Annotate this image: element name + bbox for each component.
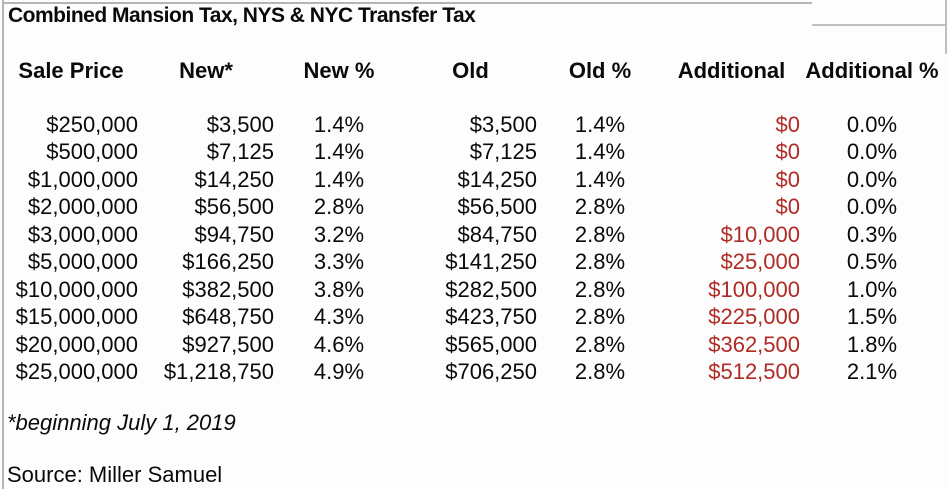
cell-additional_pct: 1.8% — [846, 331, 898, 357]
cell-new_pct: 1.4% — [313, 139, 365, 165]
cell-old_pct: 2.8% — [574, 221, 626, 247]
cell-new_amount: $7,125 — [206, 139, 274, 165]
cell-additional_pct: 1.0% — [846, 276, 898, 302]
cell-new_amount: $648,750 — [182, 304, 274, 330]
table-row: $500,000 $7,125 1.4% $7,125 1.4% $0 0.0% — [4, 139, 944, 167]
column-header-sale_price: Sale Price — [18, 57, 124, 83]
cell-sale_price: $250,000 — [46, 111, 138, 137]
cell-new_pct: 3.2% — [313, 221, 365, 247]
cell-sale_price: $1,000,000 — [27, 166, 138, 192]
cell-additional_pct: 2.1% — [846, 359, 898, 385]
table-row: $1,000,000 $14,250 1.4% $14,250 1.4% $0 0.0% — [4, 166, 944, 194]
cell-old_amount: $282,500 — [445, 276, 537, 302]
cell-additional_pct: 0.3% — [846, 221, 898, 247]
table-row: $25,000,000 $1,218,750 4.9% $706,250 2.8% $51… — [4, 359, 944, 387]
cell-additional_amount: $0 — [775, 111, 800, 137]
cell-old_pct: 1.4% — [574, 111, 626, 137]
cell-old_amount: $565,000 — [445, 331, 537, 357]
source-attribution: Source: Miller Samuel — [7, 462, 223, 487]
gridline-corner-vertical — [945, 0, 947, 54]
cell-sale_price: $5,000,000 — [27, 249, 138, 275]
cell-old_pct: 2.8% — [574, 194, 626, 220]
cell-old_amount: $423,750 — [445, 304, 537, 330]
cell-old_pct: 2.8% — [574, 331, 626, 357]
cell-new_pct: 1.4% — [313, 111, 365, 137]
header-row: Sale Price New* New % Old Old % Additional Add… — [4, 57, 944, 84]
cell-new_amount: $382,500 — [182, 276, 274, 302]
cell-sale_price: $2,000,000 — [27, 194, 138, 220]
cell-old_pct: 2.8% — [574, 359, 626, 385]
cell-additional_amount: $0 — [775, 139, 800, 165]
cell-additional_pct: 1.5% — [846, 304, 898, 330]
cell-old_pct: 2.8% — [574, 249, 626, 275]
cell-additional_amount: $0 — [775, 194, 800, 220]
column-header-new_amount: New* — [179, 57, 233, 83]
gridline-corner-horizontal — [812, 24, 946, 26]
cell-additional_pct: 0.0% — [846, 166, 898, 192]
column-header-old_amount: Old — [452, 57, 489, 83]
cell-new_amount: $1,218,750 — [163, 359, 274, 385]
cell-old_pct: 2.8% — [574, 276, 626, 302]
cell-sale_price: $15,000,000 — [15, 304, 138, 330]
table-title: Combined Mansion Tax, NYS & NYC Transfer… — [8, 4, 476, 27]
cell-additional_pct: 0.0% — [846, 194, 898, 220]
column-header-additional_amount: Additional — [677, 57, 786, 83]
cell-new_amount: $3,500 — [206, 111, 274, 137]
footnote: *beginning July 1, 2019 — [7, 410, 236, 435]
cell-new_pct: 2.8% — [313, 194, 365, 220]
table-row: $2,000,000 $56,500 2.8% $56,500 2.8% $0 0.0% — [4, 194, 944, 222]
spacer-row — [4, 84, 944, 111]
cell-old_amount: $3,500 — [469, 111, 537, 137]
cell-old_pct: 1.4% — [574, 166, 626, 192]
cell-additional_amount: $225,000 — [708, 304, 800, 330]
cell-new_pct: 3.3% — [313, 249, 365, 275]
table-row: $20,000,000 $927,500 4.6% $565,000 2.8% $362,… — [4, 331, 944, 359]
table-row: $5,000,000 $166,250 3.3% $141,250 2.8% $25,00… — [4, 249, 944, 277]
cell-new_amount: $166,250 — [182, 249, 274, 275]
cell-old_amount: $141,250 — [445, 249, 537, 275]
cell-additional_pct: 0.5% — [846, 249, 898, 275]
cell-additional_amount: $512,500 — [708, 359, 800, 385]
cell-additional_pct: 0.0% — [846, 111, 898, 137]
column-header-new_pct: New % — [303, 57, 375, 83]
cell-sale_price: $500,000 — [46, 139, 138, 165]
table-row: $3,000,000 $94,750 3.2% $84,750 2.8% $10,000 0… — [4, 221, 944, 249]
tax-table: Sale Price New* New % Old Old % Additional Add… — [4, 57, 944, 386]
cell-new_amount: $56,500 — [194, 194, 274, 220]
cell-old_amount: $706,250 — [445, 359, 537, 385]
cell-new_amount: $14,250 — [194, 166, 274, 192]
cell-new_pct: 1.4% — [313, 166, 365, 192]
table-row: $10,000,000 $382,500 3.8% $282,500 2.8% $100,… — [4, 276, 944, 304]
table-row: $15,000,000 $648,750 4.3% $423,750 2.8% $225,… — [4, 304, 944, 332]
cell-additional_pct: 0.0% — [846, 139, 898, 165]
cell-sale_price: $25,000,000 — [15, 359, 138, 385]
cell-sale_price: $10,000,000 — [15, 276, 138, 302]
column-header-additional_pct: Additional % — [805, 57, 939, 83]
cell-additional_amount: $25,000 — [720, 249, 800, 275]
cell-old_amount: $7,125 — [469, 139, 537, 165]
cell-new_pct: 4.9% — [313, 359, 365, 385]
column-header-old_pct: Old % — [568, 57, 632, 83]
cell-new_pct: 4.6% — [313, 331, 365, 357]
cell-sale_price: $20,000,000 — [15, 331, 138, 357]
gridline-top — [2, 2, 812, 4]
gridline-left — [2, 0, 4, 489]
cell-new_amount: $94,750 — [194, 221, 274, 247]
cell-new_pct: 4.3% — [313, 304, 365, 330]
cell-old_amount: $56,500 — [457, 194, 537, 220]
cell-old_pct: 2.8% — [574, 304, 626, 330]
table-row: $250,000 $3,500 1.4% $3,500 1.4% $0 0.0% — [4, 111, 944, 139]
cell-old_amount: $84,750 — [457, 221, 537, 247]
cell-old_amount: $14,250 — [457, 166, 537, 192]
cell-old_pct: 1.4% — [574, 139, 626, 165]
cell-sale_price: $3,000,000 — [27, 221, 138, 247]
cell-additional_amount: $0 — [775, 166, 800, 192]
cell-additional_amount: $362,500 — [708, 331, 800, 357]
cell-additional_amount: $100,000 — [708, 276, 800, 302]
table-body: $250,000 $3,500 1.4% $3,500 1.4% $0 0.0% $500,0… — [4, 111, 944, 386]
cell-additional_amount: $10,000 — [720, 221, 800, 247]
cell-new_pct: 3.8% — [313, 276, 365, 302]
cell-new_amount: $927,500 — [182, 331, 274, 357]
